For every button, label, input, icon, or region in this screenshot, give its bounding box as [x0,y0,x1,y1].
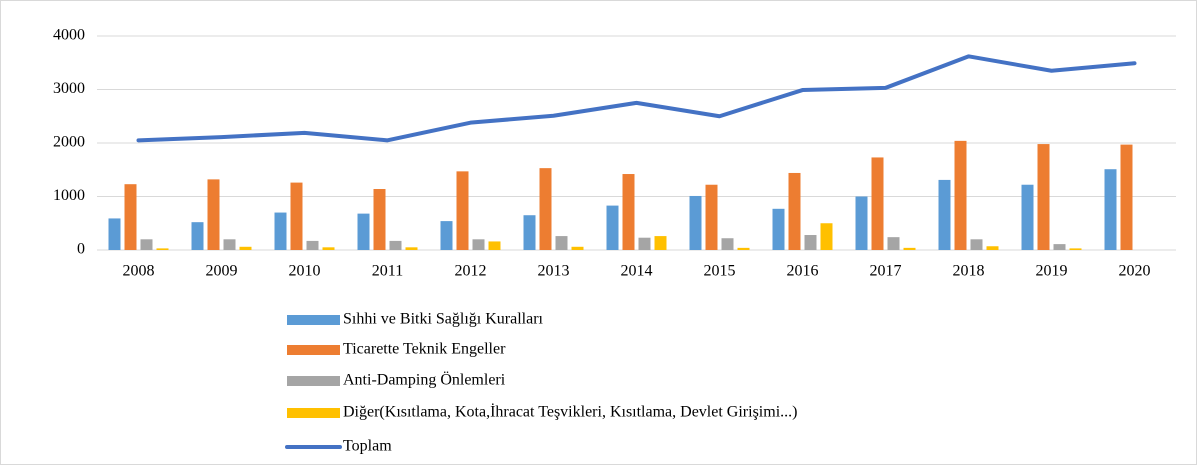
bar [606,205,619,250]
bar [804,235,817,250]
y-tick-label: 2000 [53,134,85,151]
y-tick-label: 0 [77,241,85,258]
bar [322,247,335,250]
bar [938,179,951,250]
x-tick-label: 2011 [372,263,403,280]
bar [1021,184,1034,250]
bar [855,196,868,250]
bar [108,218,121,250]
bar [689,195,702,250]
bar [772,208,785,250]
bar [539,168,552,250]
bar [788,172,801,250]
x-tick-label: 2016 [787,263,819,280]
x-tick-label: 2013 [538,263,570,280]
bar [638,237,651,250]
bar [1104,169,1117,250]
bar [124,184,137,250]
x-tick-label: 2020 [1119,263,1151,280]
legend-label: Ticarette Teknik Engeller [343,341,506,358]
bar [705,184,718,250]
x-tick-label: 2009 [206,263,238,280]
bar [274,212,287,250]
bar [737,247,750,250]
bar [721,238,734,250]
legend-swatch [287,345,340,355]
bar [472,239,485,250]
bar [156,248,169,250]
bar [239,246,252,250]
y-tick-label: 3000 [53,80,85,97]
x-tick-label: 2014 [621,263,653,280]
bar [223,239,236,250]
bar [970,239,983,250]
bar [820,223,833,250]
x-tick-label: 2012 [455,263,487,280]
bar [571,246,584,250]
legend-swatch [287,376,340,386]
bar [1120,144,1133,250]
line [136,54,1137,143]
bar [357,213,370,250]
legend-label: Toplam [343,438,392,455]
bar [440,221,453,250]
bar [373,189,386,250]
bar [871,157,884,250]
legend-swatch [287,315,340,325]
legend-label: Sıhhi ve Bitki Sağlığı Kuralları [343,311,544,328]
bar [1053,244,1066,250]
bar [1069,248,1082,250]
bar [622,174,635,250]
bar [405,247,418,250]
x-tick-label: 2010 [289,263,321,280]
legend-swatch [287,408,340,418]
x-tick-label: 2015 [704,263,736,280]
bar [456,171,469,250]
y-tick-label: 4000 [53,27,85,44]
bar [654,236,667,250]
bar [488,241,501,250]
bar [290,182,303,250]
x-tick-label: 2019 [1036,263,1068,280]
bar [903,247,916,250]
legend-label: Diğer(Kısıtlama, Kota,İhracat Teşvikleri… [343,403,797,421]
legend-label: Anti-Damping Önlemleri [343,371,506,389]
bar [986,246,999,250]
bar [555,236,568,250]
x-tick-label: 2017 [870,263,902,280]
bar [523,215,536,250]
bar [191,222,204,250]
bar [306,240,319,250]
bar [1037,144,1050,250]
bar [207,179,220,250]
bar [389,240,402,250]
bar [887,237,900,250]
x-tick-label: 2018 [953,263,985,280]
bar [954,140,967,250]
x-tick-label: 2008 [123,263,155,280]
bar [140,239,153,250]
y-tick-label: 1000 [53,187,85,204]
